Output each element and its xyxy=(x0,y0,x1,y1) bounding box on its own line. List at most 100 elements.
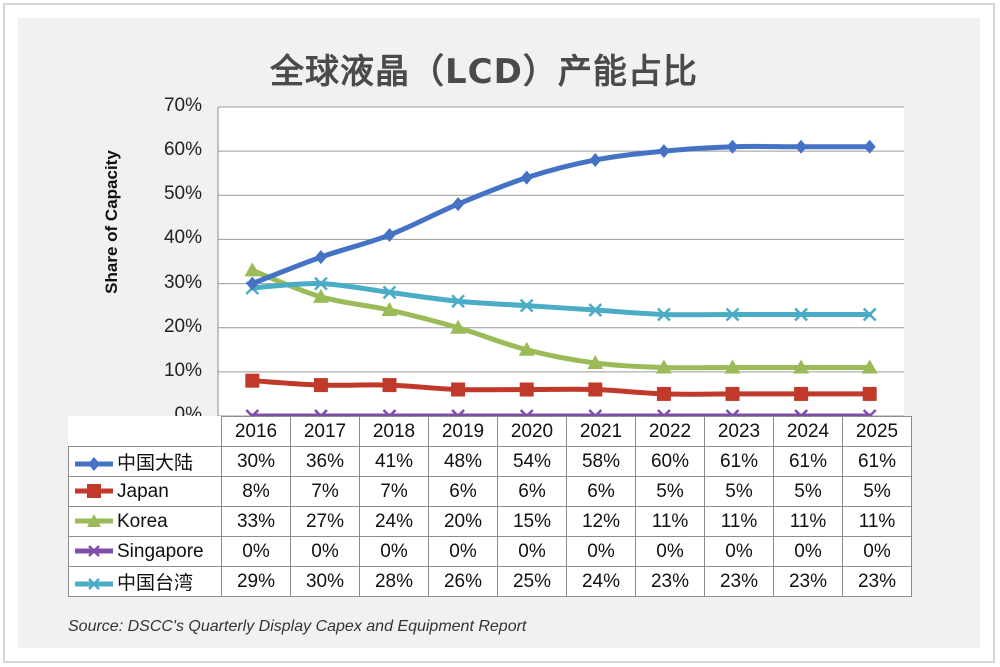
plot-area xyxy=(218,107,904,416)
data-point xyxy=(587,355,604,370)
legend-key-icon xyxy=(75,545,113,558)
data-point xyxy=(381,302,398,317)
data-label: 27% xyxy=(290,506,360,537)
x-tick-label: 2021 xyxy=(566,416,636,447)
data-label: 33% xyxy=(221,506,291,537)
data-point xyxy=(244,262,261,277)
data-point xyxy=(588,382,603,397)
data-label: 7% xyxy=(359,476,429,507)
data-point xyxy=(793,359,810,374)
data-label: 11% xyxy=(704,506,774,537)
data-point xyxy=(314,276,328,291)
data-label: 36% xyxy=(290,446,360,477)
data-label: 0% xyxy=(497,536,567,567)
data-point xyxy=(794,307,808,322)
data-point xyxy=(862,386,877,401)
data-label: 60% xyxy=(635,446,705,477)
data-point xyxy=(795,139,808,154)
y-tick-label: 40% xyxy=(163,227,202,249)
data-label: 58% xyxy=(566,446,636,477)
data-label: 5% xyxy=(704,476,774,507)
table-header-row: 2016 2017 2018 2019 2020 2021 2022 2023 2024 2025 xyxy=(68,416,912,447)
data-label: 8% xyxy=(221,476,291,507)
y-tick-label: 10% xyxy=(163,359,202,381)
data-label: 11% xyxy=(635,506,705,537)
data-point xyxy=(312,288,329,303)
data-point xyxy=(655,359,672,374)
data-label: 5% xyxy=(635,476,705,507)
table-row: Japan 8% 7% 7% 6% 6% 6% 5% 5% 5% 5% xyxy=(68,476,912,507)
data-label: 0% xyxy=(704,536,774,567)
x-tick-label: 2019 xyxy=(428,416,498,447)
legend-entry: 中国台湾 xyxy=(68,566,222,597)
data-point xyxy=(245,373,260,388)
data-point xyxy=(382,285,397,300)
data-point xyxy=(657,144,670,159)
legend-key-icon xyxy=(75,514,113,528)
data-label: 23% xyxy=(842,566,912,597)
data-label: 0% xyxy=(221,536,291,567)
y-tick-label: 20% xyxy=(163,315,202,337)
data-point xyxy=(451,382,466,397)
x-tick-label: 2016 xyxy=(221,416,291,447)
data-point xyxy=(452,197,465,212)
x-tick-label: 2023 xyxy=(704,416,774,447)
data-label: 29% xyxy=(221,566,291,597)
data-label: 0% xyxy=(842,536,912,567)
data-point xyxy=(519,382,534,397)
legend-key-icon xyxy=(75,456,113,471)
data-label: 0% xyxy=(635,536,705,567)
data-label: 61% xyxy=(704,446,774,477)
table-corner xyxy=(68,416,222,447)
x-tick-label: 2022 xyxy=(635,416,705,447)
data-point xyxy=(383,228,396,243)
data-label: 30% xyxy=(221,446,291,477)
series-name: Korea xyxy=(117,510,168,532)
data-label: 5% xyxy=(773,476,843,507)
data-point xyxy=(861,359,878,374)
y-tick-label: 70% xyxy=(163,95,202,116)
data-point xyxy=(246,276,259,291)
table-row: Korea 33% 27% 24% 20% 15% 12% 11% 11% 11% 11% xyxy=(68,506,912,537)
data-point xyxy=(314,250,327,265)
data-label: 0% xyxy=(359,536,429,567)
table-row: 中国台湾 29% 30% 28% 26% 25% 24% 23% 23% 23% 23% xyxy=(68,566,912,597)
legend-key-icon xyxy=(75,484,113,499)
series-name: Singapore xyxy=(117,540,204,562)
table-row: Singapore 0% 0% 0% 0% 0% 0% 0% 0% 0% 0% xyxy=(68,536,912,567)
legend-entry: Singapore xyxy=(68,536,222,567)
chart-title: 全球液晶（LCD）产能占比 xyxy=(270,52,698,92)
data-point xyxy=(518,341,535,356)
data-label: 30% xyxy=(290,566,360,597)
x-tick-label: 2018 xyxy=(359,416,429,447)
x-tick-label: 2020 xyxy=(497,416,567,447)
series-name: Japan xyxy=(117,480,169,502)
series-name: 中国台湾 xyxy=(117,573,194,594)
data-label: 6% xyxy=(497,476,567,507)
data-point xyxy=(520,170,533,185)
data-label: 23% xyxy=(773,566,843,597)
data-table: 2016 2017 2018 2019 2020 2021 2022 2023 2024 2025… xyxy=(68,416,912,597)
data-label: 0% xyxy=(290,536,360,567)
data-label: 24% xyxy=(359,506,429,537)
x-tick-label: 2017 xyxy=(290,416,360,447)
data-label: 25% xyxy=(497,566,567,597)
data-point xyxy=(450,319,467,334)
data-point xyxy=(794,386,809,401)
data-point xyxy=(657,307,671,322)
legend-entry: Korea xyxy=(68,506,222,537)
legend-entry: 中国大陆 xyxy=(68,446,222,477)
data-point xyxy=(724,359,741,374)
data-point xyxy=(313,378,328,393)
table-row: 中国大陆 30% 36% 41% 48% 54% 58% 60% 61% 61% 61% xyxy=(68,446,912,477)
legend-key-icon xyxy=(75,578,113,590)
data-point xyxy=(589,152,602,167)
series-name: 中国大陆 xyxy=(117,453,194,474)
series-line xyxy=(249,267,873,371)
data-point xyxy=(656,386,671,401)
data-label: 6% xyxy=(428,476,498,507)
data-label: 28% xyxy=(359,566,429,597)
y-tick-label: 60% xyxy=(163,139,202,161)
data-label: 61% xyxy=(842,446,912,477)
